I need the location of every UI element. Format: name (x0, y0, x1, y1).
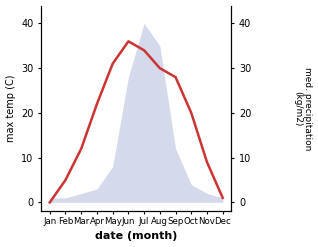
X-axis label: date (month): date (month) (95, 231, 177, 242)
Y-axis label: med. precipitation
(kg/m2): med. precipitation (kg/m2) (293, 67, 313, 150)
Y-axis label: max temp (C): max temp (C) (5, 75, 16, 142)
